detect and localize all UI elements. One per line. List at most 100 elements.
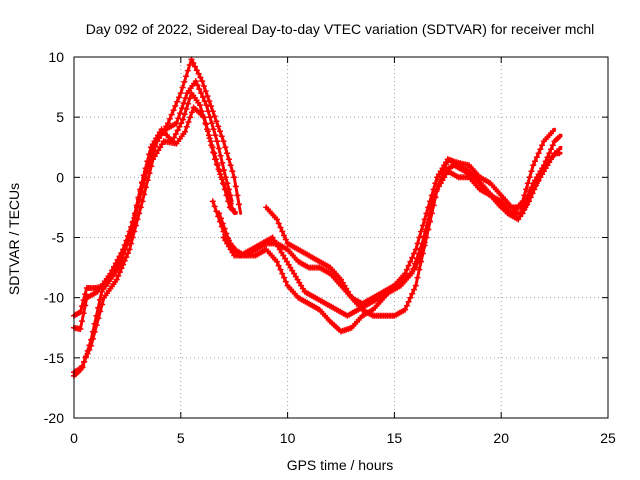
data-point [217,171,224,178]
data-point [188,109,195,116]
data-point [172,103,179,109]
data-point [141,175,148,182]
data-point [136,196,143,203]
data-point [526,174,533,181]
data-point [443,161,449,168]
data-point [149,153,155,160]
data-point [427,218,433,225]
data-point [427,198,433,205]
data-point [411,250,417,257]
data-point [282,278,289,285]
data-point [223,230,230,237]
data-point [214,138,221,145]
data-point [423,234,430,241]
x-tick-label: 10 [280,430,296,446]
data-point [548,146,554,153]
data-point [434,186,441,193]
data-point [131,214,138,221]
data-point [227,162,234,169]
data-point [409,290,416,297]
data-point [428,210,435,217]
data-point [403,266,410,273]
data-point [439,171,446,178]
data-point [213,161,220,168]
x-tick-label: 15 [387,430,403,446]
data-point [281,232,287,239]
data-point [216,210,223,217]
y-tick-label: 0 [56,169,64,185]
data-point [546,150,553,157]
x-tick-label: 0 [70,430,78,446]
data-point [77,366,84,373]
data-point [184,67,191,74]
data-point [403,302,410,309]
data-point [275,220,282,227]
data-point [107,270,114,277]
data-point [556,133,563,140]
series-track-7 [220,133,563,307]
y-axis-label: SDTVAR / TECUs [6,183,22,295]
data-point [123,237,130,244]
y-tick-label: -15 [44,350,64,366]
data-point [435,181,442,188]
data-point [84,350,91,357]
data-point [183,73,190,80]
data-point [524,180,531,187]
data-point [225,156,232,163]
data-point [209,198,216,205]
data-point [150,148,157,155]
data-point [432,180,439,187]
data-point [413,255,420,262]
series-track-4 [71,56,243,332]
data-point [183,106,190,112]
data-point [222,174,229,181]
data-point [437,176,444,183]
data-point [179,84,186,91]
data-point [93,322,100,329]
data-point [166,115,173,122]
data-point [405,262,412,269]
data-point [217,128,223,135]
data-point [281,274,287,281]
data-point [220,181,227,188]
data-point [275,262,282,269]
data-point [99,301,106,308]
series-track-2 [71,104,236,379]
data-point [411,286,417,293]
data-point [95,315,102,322]
data-point [528,184,535,191]
data-point [81,358,87,365]
x-tick-label: 5 [177,430,185,446]
data-point [405,298,412,305]
data-point [134,203,141,210]
data-point [236,201,242,208]
data-point [416,234,423,241]
data-point [196,86,203,93]
data-point [229,205,236,212]
data-point [215,123,222,130]
data-point [210,126,217,133]
data-point [126,228,133,235]
data-point [430,202,437,209]
data-point [279,270,286,277]
data-point [549,142,556,149]
data-point [178,105,185,112]
chart-title: Day 092 of 2022, Sidereal Day-to-day VTE… [86,21,595,37]
data-point [147,158,154,165]
data-point [129,219,136,226]
data-point [282,236,289,243]
data-point [124,233,131,239]
data-point [171,134,177,141]
data-point [116,253,123,260]
data-point [279,228,286,235]
data-point [194,82,201,89]
data-point [414,240,421,247]
data-point [224,150,231,157]
data-point [229,168,236,175]
data-point [187,114,194,121]
data-point [409,254,416,261]
data-point [219,159,226,166]
data-point [519,198,526,205]
data-point [212,132,219,139]
data-point [203,102,210,109]
